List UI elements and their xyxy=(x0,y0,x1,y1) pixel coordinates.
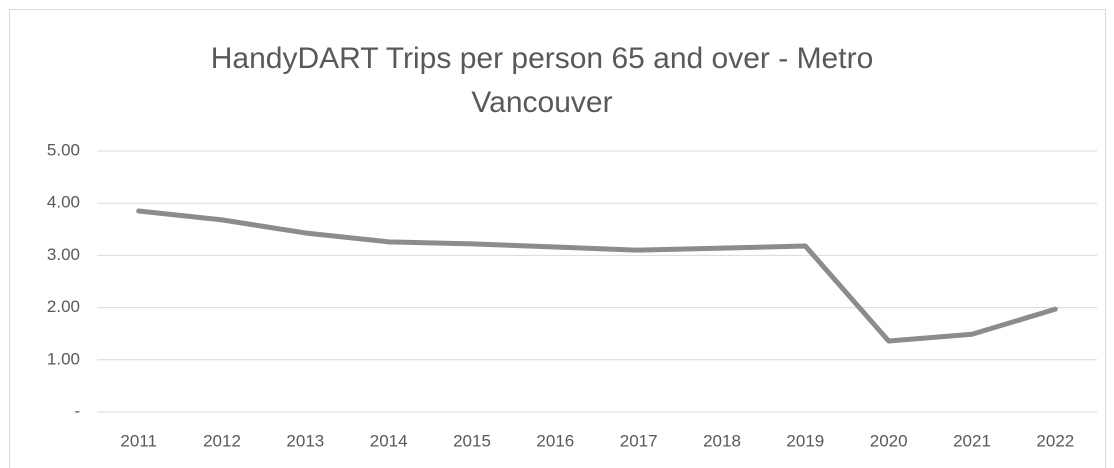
y-tick-label: 2.00 xyxy=(47,297,80,316)
x-tick-label: 2022 xyxy=(1036,431,1074,450)
x-tick-label: 2019 xyxy=(786,431,824,450)
y-tick-label: 3.00 xyxy=(47,245,80,264)
x-tick-label: 2020 xyxy=(870,431,908,450)
x-tick-label: 2014 xyxy=(370,431,408,450)
y-tick-label: 4.00 xyxy=(47,193,80,212)
x-tick-label: 2018 xyxy=(703,431,741,450)
x-tick-label: 2017 xyxy=(620,431,658,450)
x-tick-label: 2012 xyxy=(203,431,241,450)
y-tick-label: 5.00 xyxy=(47,140,80,159)
x-tick-label: 2016 xyxy=(536,431,574,450)
x-tick-label: 2011 xyxy=(120,431,157,450)
chart-title: Vancouver xyxy=(471,86,612,119)
x-tick-label: 2021 xyxy=(953,431,991,450)
x-tick-label: 2013 xyxy=(286,431,324,450)
chart-frame xyxy=(9,9,1106,468)
x-tick-label: 2015 xyxy=(453,431,491,450)
chart-title: HandyDART Trips per person 65 and over -… xyxy=(211,42,874,75)
series-line xyxy=(136,208,1058,344)
y-tick-label: - xyxy=(74,401,80,420)
y-tick-label: 1.00 xyxy=(47,349,80,368)
